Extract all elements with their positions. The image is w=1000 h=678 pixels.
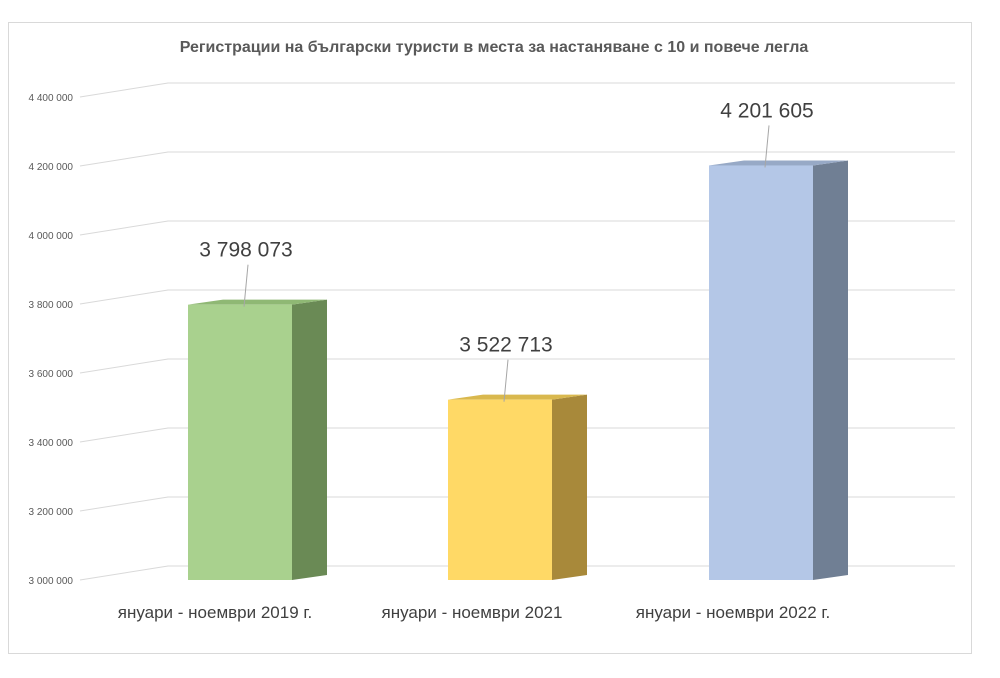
y-tick-label: 3 200 000 — [29, 507, 74, 518]
y-tick-label: 3 800 000 — [29, 300, 74, 311]
gridline — [79, 220, 955, 236]
y-tick-label: 4 000 000 — [29, 231, 74, 242]
bar-group — [188, 299, 327, 580]
y-tick-label: 4 200 000 — [29, 162, 74, 173]
gridline — [79, 565, 955, 581]
gridline — [79, 82, 955, 98]
gridline — [79, 427, 955, 443]
bar — [709, 165, 813, 580]
x-tick-label: януари - ноември 2019 г. — [118, 603, 313, 622]
bars — [188, 160, 848, 580]
gridline — [79, 151, 955, 167]
x-tick-label: януари - ноември 2022 г. — [636, 603, 831, 622]
leader-line — [243, 264, 249, 307]
y-tick-label: 4 400 000 — [29, 93, 74, 104]
data-labels: 3 798 073 3 522 713 4 201 605 — [199, 99, 814, 402]
gridlines — [79, 82, 955, 581]
bar-top — [448, 394, 587, 400]
data-label: 3 522 713 — [459, 334, 552, 357]
y-tick-label: 3 400 000 — [29, 438, 74, 449]
bar-group — [709, 160, 848, 580]
bar-side — [552, 394, 587, 580]
data-label: 3 798 073 — [199, 239, 292, 262]
bar-top — [188, 299, 327, 305]
gridline — [79, 496, 955, 512]
gridline — [79, 289, 955, 305]
bar — [188, 304, 292, 580]
y-axis-ticks: 3 000 000 3 200 000 3 400 000 3 600 000 3 80… — [29, 93, 74, 587]
data-label: 4 201 605 — [720, 99, 813, 122]
x-axis-ticks: януари - ноември 2019 г. януари - ноември… — [118, 603, 831, 622]
x-tick-label: януари - ноември 2021 — [382, 603, 563, 622]
leader-line — [503, 359, 509, 402]
bar-side — [813, 160, 848, 580]
y-tick-label: 3 000 000 — [29, 576, 74, 587]
bar-side — [292, 299, 327, 580]
y-tick-label: 3 600 000 — [29, 369, 74, 380]
bar — [448, 399, 552, 580]
chart-title: Регистрации на български туристи в места… — [180, 39, 809, 56]
bar-group — [448, 394, 587, 580]
gridline — [79, 358, 955, 374]
bar-top — [709, 160, 848, 166]
leader-line — [764, 125, 770, 168]
